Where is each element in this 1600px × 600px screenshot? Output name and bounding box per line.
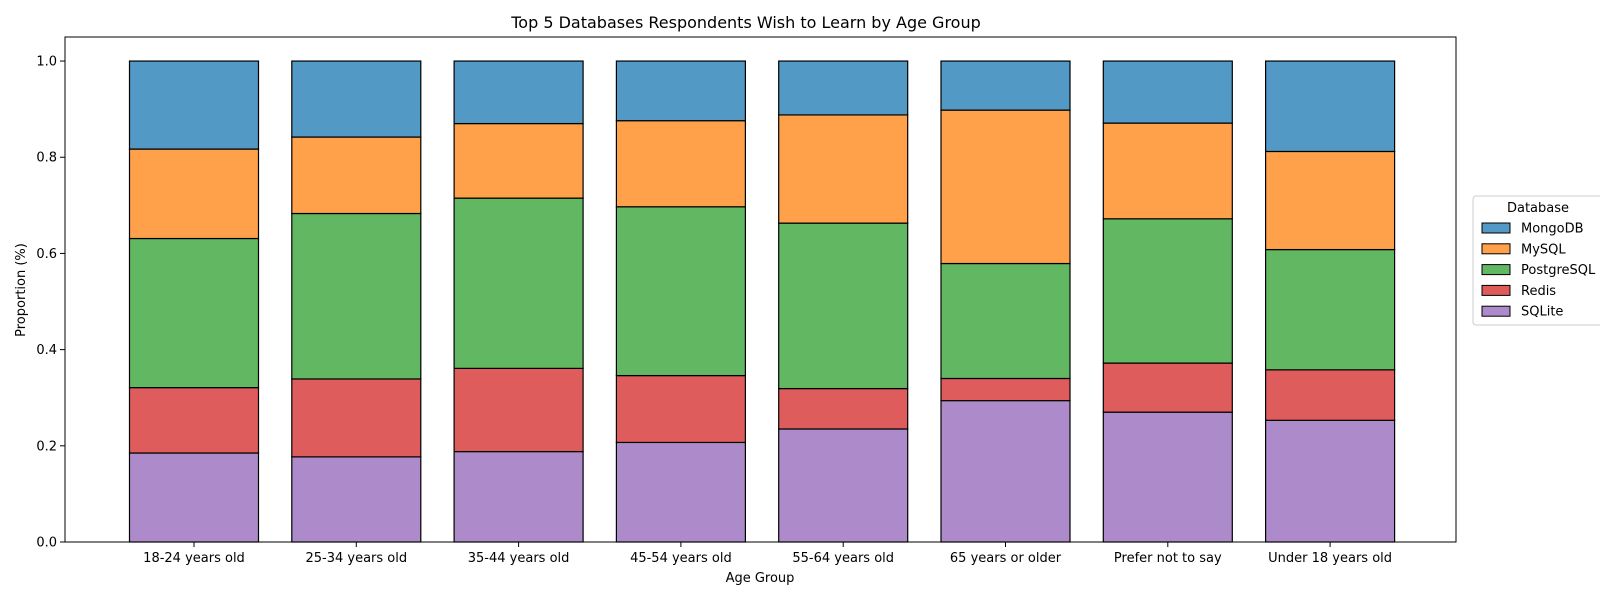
bar-segment — [1102, 122, 1233, 220]
legend-label: MySQL — [1521, 242, 1566, 257]
legend-title: Database — [1507, 201, 1569, 216]
y-tick-label: 0.4 — [36, 343, 57, 358]
bar-segment — [1102, 411, 1233, 543]
bar-segment — [940, 400, 1071, 543]
x-tick-label: 55-64 years old — [792, 551, 894, 566]
legend-swatch — [1481, 284, 1511, 296]
bar-segment — [778, 222, 909, 390]
y-axis-label: Proportion (%) — [14, 243, 29, 337]
bar-segment — [615, 441, 747, 543]
bar-segment — [453, 450, 584, 543]
bar-segment — [615, 60, 747, 122]
bar-segment — [778, 428, 909, 543]
bar-segment — [1102, 60, 1233, 124]
bar-segment — [1264, 248, 1396, 371]
bars-group — [128, 60, 1396, 543]
y-axis: 0.0 0.2 0.4 0.6 0.8 1.0 — [36, 55, 65, 551]
y-tick-label: 0.0 — [36, 536, 57, 551]
legend: Database MongoDB MySQL PostgreSQL Redis SQLi… — [1472, 195, 1600, 326]
bar-segment — [778, 114, 909, 224]
bar-segment — [128, 148, 260, 240]
x-tick-label: 25-34 years old — [305, 551, 407, 566]
x-tick-label: 35-44 years old — [468, 551, 570, 566]
x-axis-label: Age Group — [726, 571, 795, 586]
bar-segment — [291, 456, 422, 543]
x-tick-label: 65 years or older — [950, 551, 1062, 566]
x-axis: 18-24 years old 25-34 years old 35-44 year… — [143, 542, 1392, 566]
bar-segment — [453, 60, 584, 125]
chart-title: Top 5 Databases Respondents Wish to Lear… — [510, 13, 981, 32]
bar-segment — [291, 212, 422, 380]
y-tick-label: 0.6 — [36, 247, 57, 262]
bar-segment — [1264, 419, 1396, 543]
legend-swatch — [1481, 264, 1511, 276]
legend-label: PostgreSQL — [1521, 263, 1596, 278]
bar-segment — [1102, 362, 1233, 413]
bar-segment — [291, 136, 422, 215]
x-tick-label: Prefer not to say — [1114, 551, 1222, 566]
bar-segment — [453, 197, 584, 369]
bar-segment — [453, 367, 584, 453]
bar-segment — [615, 206, 747, 377]
bar-segment — [128, 452, 260, 543]
legend-label: Redis — [1521, 284, 1556, 299]
bar-segment — [940, 109, 1071, 265]
y-tick-label: 1.0 — [36, 55, 57, 70]
legend-swatch — [1481, 243, 1511, 255]
legend-label: SQLite — [1521, 305, 1563, 320]
bar-segment — [1264, 60, 1396, 153]
bar-segment — [291, 378, 422, 458]
legend-swatch — [1481, 305, 1511, 317]
bar-segment — [128, 60, 260, 150]
legend-label: MongoDB — [1521, 222, 1584, 237]
bar-segment — [615, 374, 747, 444]
bar-segment — [453, 122, 584, 199]
bar-segment — [615, 120, 747, 208]
bar-segment — [128, 237, 260, 389]
bar-segment — [940, 262, 1071, 380]
plot-frame — [64, 36, 1457, 543]
bar-segment — [940, 377, 1071, 402]
bar-segment — [778, 387, 909, 430]
x-tick-label: Under 18 years old — [1268, 551, 1392, 566]
bar-segment — [778, 60, 909, 116]
x-tick-label: 18-24 years old — [143, 551, 245, 566]
bar-segment — [1264, 150, 1396, 251]
y-tick-label: 0.8 — [36, 151, 57, 166]
bar-segment — [1102, 218, 1233, 364]
bar-segment — [128, 387, 260, 454]
bar-segment — [940, 60, 1071, 111]
bar-segment — [291, 60, 422, 138]
x-tick-label: 45-54 years old — [630, 551, 732, 566]
y-tick-label: 0.2 — [36, 439, 57, 454]
legend-swatch — [1481, 222, 1511, 234]
bar-segment — [1264, 369, 1396, 421]
